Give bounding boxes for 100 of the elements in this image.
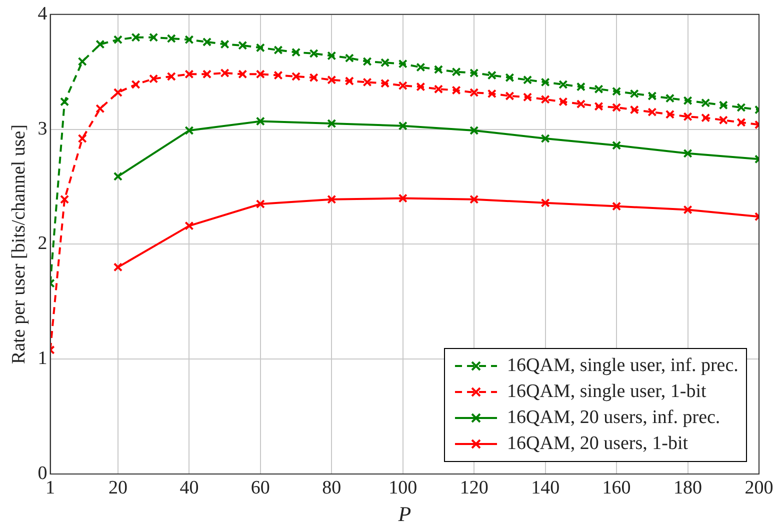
point	[718, 100, 728, 110]
point	[648, 108, 657, 117]
point	[487, 89, 496, 98]
point	[540, 198, 550, 208]
point	[576, 82, 586, 92]
y-tick-label: 3	[38, 118, 48, 140]
point	[718, 116, 728, 125]
point	[113, 172, 122, 181]
point	[309, 48, 318, 58]
point	[452, 67, 461, 76]
point	[184, 70, 194, 79]
point	[612, 140, 622, 150]
point	[701, 113, 710, 122]
point	[665, 94, 675, 103]
point	[274, 70, 283, 80]
point	[220, 40, 230, 49]
point	[327, 75, 336, 84]
point	[78, 56, 87, 66]
point	[398, 194, 408, 203]
point	[505, 73, 514, 82]
x-tick-label: 180	[674, 477, 702, 498]
point	[540, 78, 550, 87]
point	[380, 78, 390, 88]
point	[648, 91, 657, 101]
point	[416, 62, 426, 72]
y-axis-title: Rate per user [bits/channel use]	[8, 124, 30, 364]
point	[398, 81, 408, 90]
point	[398, 59, 408, 68]
point	[220, 68, 230, 78]
point	[665, 110, 675, 119]
point	[434, 65, 444, 74]
y-tick-label: 1	[38, 348, 48, 370]
legend-label: 16QAM, single user, inf. prec.	[507, 355, 738, 377]
point	[452, 86, 461, 95]
point	[470, 126, 479, 135]
point	[184, 35, 194, 44]
point	[576, 99, 586, 109]
point	[131, 80, 140, 90]
point	[327, 194, 336, 204]
point	[434, 84, 444, 94]
point	[149, 74, 158, 84]
point	[184, 221, 194, 230]
point	[131, 32, 140, 42]
point	[736, 118, 746, 127]
point	[558, 97, 568, 106]
point	[362, 56, 372, 66]
point	[202, 37, 212, 47]
point	[612, 202, 622, 211]
point	[630, 105, 639, 114]
point	[380, 58, 390, 68]
point	[202, 70, 212, 79]
point	[594, 84, 604, 94]
x-tick-label: 40	[180, 477, 199, 498]
point	[327, 51, 336, 60]
point	[113, 88, 122, 98]
point	[398, 121, 408, 130]
point	[256, 43, 265, 52]
point	[701, 98, 710, 108]
legend-label: 16QAM, 20 users, 1-bit	[507, 433, 688, 455]
point	[630, 89, 639, 98]
point	[683, 96, 692, 106]
x-tick-label: 200	[744, 477, 774, 498]
point	[238, 70, 248, 79]
point	[612, 102, 622, 112]
legend-label: 16QAM, 20 users, inf. prec.	[507, 407, 720, 429]
point	[522, 75, 532, 84]
point	[291, 72, 301, 81]
point	[683, 112, 692, 122]
point	[256, 199, 265, 209]
point	[274, 45, 283, 55]
point	[594, 102, 604, 111]
x-tick-label: 60	[250, 477, 270, 498]
point	[60, 97, 70, 106]
point	[344, 54, 354, 63]
point	[256, 116, 265, 126]
point	[736, 102, 746, 112]
x-tick-label: 20	[108, 477, 128, 498]
point	[362, 78, 372, 87]
point	[184, 126, 194, 135]
point	[60, 194, 70, 204]
point	[487, 70, 496, 80]
point	[149, 32, 158, 42]
point	[416, 82, 426, 92]
point	[470, 68, 479, 78]
point	[344, 76, 354, 86]
x-axis-title: P	[397, 502, 412, 526]
point	[96, 104, 105, 114]
point	[612, 86, 622, 96]
x-tick-label: 160	[602, 477, 631, 498]
point	[113, 35, 122, 44]
point	[238, 40, 248, 50]
point	[505, 91, 514, 101]
x-tick-label: 100	[388, 477, 418, 498]
point	[540, 94, 550, 104]
point	[291, 48, 301, 57]
point	[558, 80, 568, 90]
point	[166, 72, 176, 81]
point	[166, 34, 176, 44]
point	[683, 148, 692, 158]
point	[256, 70, 265, 79]
